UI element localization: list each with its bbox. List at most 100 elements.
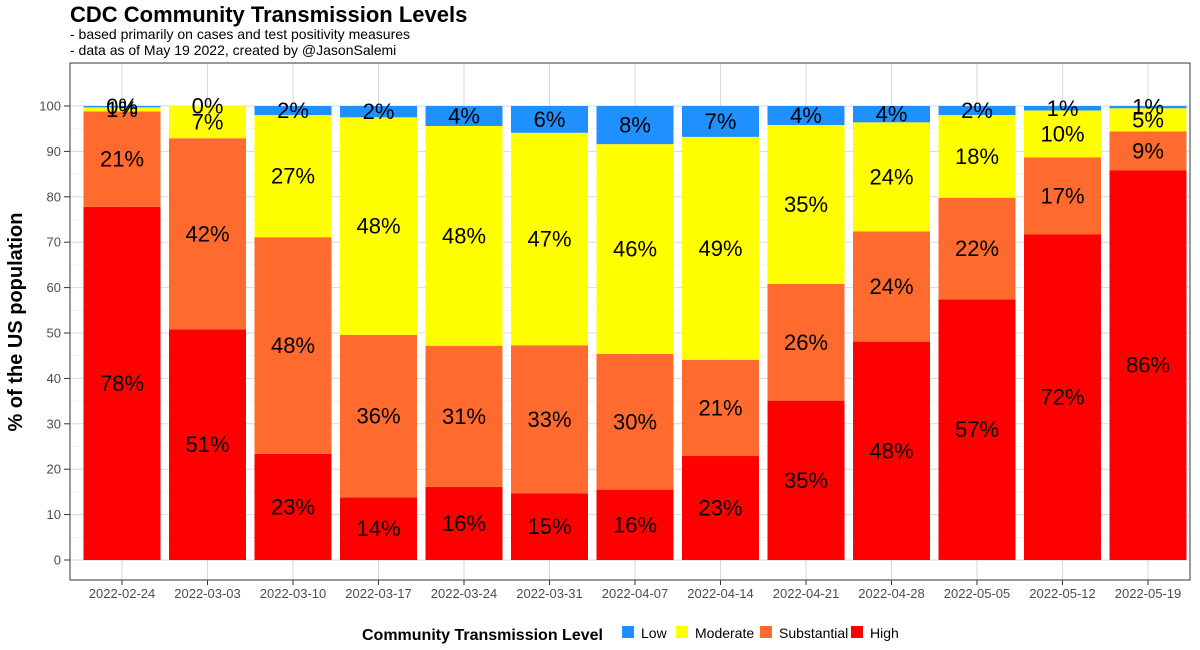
bar-moderate-2022-05-12 bbox=[1024, 110, 1101, 158]
y-tick-label-90: 90 bbox=[47, 144, 61, 159]
bar-low-2022-03-24 bbox=[425, 106, 503, 126]
y-tick-label-80: 80 bbox=[47, 189, 61, 204]
bar-low-2022-04-28 bbox=[853, 106, 930, 123]
bar-substantial-2022-04-07 bbox=[596, 353, 674, 490]
data-label-moderate-2022-04-21: 35% bbox=[784, 192, 828, 217]
legend-label-high: High bbox=[870, 625, 899, 641]
legend-label-low: Low bbox=[641, 625, 668, 641]
data-label-high-2022-02-24: 78% bbox=[100, 371, 144, 396]
data-label-moderate-2022-03-03: 7% bbox=[192, 110, 224, 135]
data-label-high-2022-04-28: 48% bbox=[869, 438, 913, 463]
data-label-high-2022-05-12: 72% bbox=[1040, 385, 1084, 410]
bar-substantial-2022-03-03 bbox=[169, 138, 246, 330]
bar-substantial-2022-05-19 bbox=[1109, 131, 1187, 171]
x-tick-label-2022-04-21: 2022-04-21 bbox=[773, 586, 840, 601]
data-label-low-2022-03-24: 4% bbox=[448, 103, 480, 128]
bar-substantial-2022-04-21 bbox=[767, 283, 845, 401]
segment-labels-group: 78%21%1%0%51%42%7%0%23%48%27%2%14%36%48%… bbox=[100, 94, 1170, 542]
legend-swatch-moderate bbox=[676, 626, 688, 638]
bar-moderate-2022-03-10 bbox=[254, 115, 332, 238]
bar-substantial-2022-02-24 bbox=[83, 111, 161, 207]
data-label-low-2022-04-21: 4% bbox=[790, 103, 822, 128]
data-label-moderate-2022-03-24: 48% bbox=[442, 223, 486, 248]
x-tick-label-2022-05-12: 2022-05-12 bbox=[1029, 586, 1096, 601]
x-tick-label-2022-03-10: 2022-03-10 bbox=[260, 586, 327, 601]
data-label-substantial-2022-04-21: 26% bbox=[784, 330, 828, 355]
y-tick-label-70: 70 bbox=[47, 235, 61, 250]
data-label-low-2022-03-03: 0% bbox=[192, 94, 224, 119]
legend: Community Transmission Level Low Moderate… bbox=[362, 625, 899, 644]
data-label-moderate-2022-03-31: 47% bbox=[527, 227, 571, 252]
bar-substantial-2022-05-12 bbox=[1024, 157, 1101, 235]
chart-subtitle-line-1: - based primarily on cases and test posi… bbox=[70, 26, 410, 42]
legend-label-substantial: Substantial bbox=[779, 625, 848, 641]
bar-low-2022-05-19 bbox=[1109, 106, 1187, 109]
bar-substantial-2022-04-14 bbox=[682, 359, 759, 457]
legend-swatch-substantial bbox=[760, 626, 772, 638]
bar-high-2022-03-03 bbox=[169, 329, 246, 560]
bar-substantial-2022-03-10 bbox=[254, 237, 332, 454]
bar-low-2022-03-10 bbox=[254, 106, 332, 116]
data-label-low-2022-02-24: 0% bbox=[106, 94, 138, 119]
x-tick-label-2022-04-28: 2022-04-28 bbox=[858, 586, 925, 601]
y-tick-label-0: 0 bbox=[54, 553, 61, 568]
bar-moderate-2022-03-31 bbox=[511, 132, 588, 346]
data-label-high-2022-03-03: 51% bbox=[185, 432, 229, 457]
data-label-substantial-2022-04-14: 21% bbox=[698, 395, 742, 420]
legend-label-moderate: Moderate bbox=[695, 625, 754, 641]
y-tick-label-10: 10 bbox=[47, 507, 61, 522]
data-label-high-2022-03-10: 23% bbox=[271, 494, 315, 519]
x-tick-label-2022-04-07: 2022-04-07 bbox=[602, 586, 669, 601]
y-tick-label-50: 50 bbox=[47, 326, 61, 341]
bar-high-2022-04-07 bbox=[596, 489, 674, 560]
bar-moderate-2022-05-05 bbox=[938, 115, 1016, 198]
data-label-moderate-2022-05-12: 10% bbox=[1040, 121, 1084, 146]
bar-substantial-2022-03-31 bbox=[511, 345, 588, 494]
x-tick-label-2022-03-31: 2022-03-31 bbox=[516, 586, 583, 601]
data-label-high-2022-03-17: 14% bbox=[356, 516, 400, 541]
data-label-low-2022-03-10: 2% bbox=[277, 98, 309, 123]
data-label-substantial-2022-03-10: 48% bbox=[271, 333, 315, 358]
data-label-substantial-2022-03-31: 33% bbox=[527, 407, 571, 432]
bar-substantial-2022-03-17 bbox=[340, 334, 417, 498]
bar-high-2022-04-28 bbox=[853, 341, 930, 560]
bar-moderate-2022-05-19 bbox=[1109, 108, 1187, 132]
bar-moderate-2022-03-17 bbox=[340, 117, 417, 335]
bar-low-2022-05-12 bbox=[1024, 106, 1101, 111]
bar-moderate-2022-02-24 bbox=[83, 107, 161, 112]
data-label-high-2022-03-31: 15% bbox=[527, 514, 571, 539]
bar-moderate-2022-04-07 bbox=[596, 144, 674, 354]
y-tick-label-40: 40 bbox=[47, 371, 61, 386]
data-label-substantial-2022-03-17: 36% bbox=[356, 404, 400, 429]
data-label-low-2022-03-17: 2% bbox=[363, 99, 395, 124]
bar-moderate-2022-04-14 bbox=[682, 136, 759, 360]
x-tick-label-2022-03-17: 2022-03-17 bbox=[345, 586, 412, 601]
bar-low-2022-05-05 bbox=[938, 106, 1016, 116]
y-tick-label-60: 60 bbox=[47, 280, 61, 295]
legend-title: Community Transmission Level bbox=[362, 627, 603, 644]
bar-moderate-2022-04-28 bbox=[853, 122, 930, 232]
data-label-low-2022-05-19: 1% bbox=[1132, 95, 1164, 120]
bar-high-2022-03-17 bbox=[340, 497, 417, 560]
legend-swatch-low bbox=[622, 626, 634, 638]
x-tick-label-2022-05-19: 2022-05-19 bbox=[1115, 586, 1182, 601]
y-tick-label-20: 20 bbox=[47, 462, 61, 477]
data-label-substantial-2022-04-07: 30% bbox=[613, 409, 657, 434]
x-tick-label-2022-05-05: 2022-05-05 bbox=[944, 586, 1011, 601]
bar-high-2022-03-10 bbox=[254, 453, 332, 560]
data-label-substantial-2022-04-28: 24% bbox=[869, 274, 913, 299]
bar-substantial-2022-04-28 bbox=[853, 231, 930, 342]
chart-title: CDC Community Transmission Levels bbox=[70, 2, 467, 27]
bar-high-2022-04-14 bbox=[682, 456, 759, 560]
data-label-low-2022-04-07: 8% bbox=[619, 113, 651, 138]
data-label-low-2022-03-31: 6% bbox=[534, 107, 566, 132]
data-label-moderate-2022-02-24: 1% bbox=[106, 97, 138, 122]
bar-low-2022-02-24 bbox=[83, 106, 161, 108]
bar-low-2022-04-07 bbox=[596, 106, 674, 145]
data-label-substantial-2022-05-05: 22% bbox=[955, 236, 999, 261]
data-label-substantial-2022-05-12: 17% bbox=[1040, 183, 1084, 208]
data-label-moderate-2022-04-14: 49% bbox=[698, 236, 742, 261]
x-tick-label-2022-03-03: 2022-03-03 bbox=[174, 586, 241, 601]
bar-moderate-2022-04-21 bbox=[767, 125, 845, 284]
bar-high-2022-02-24 bbox=[83, 206, 161, 560]
